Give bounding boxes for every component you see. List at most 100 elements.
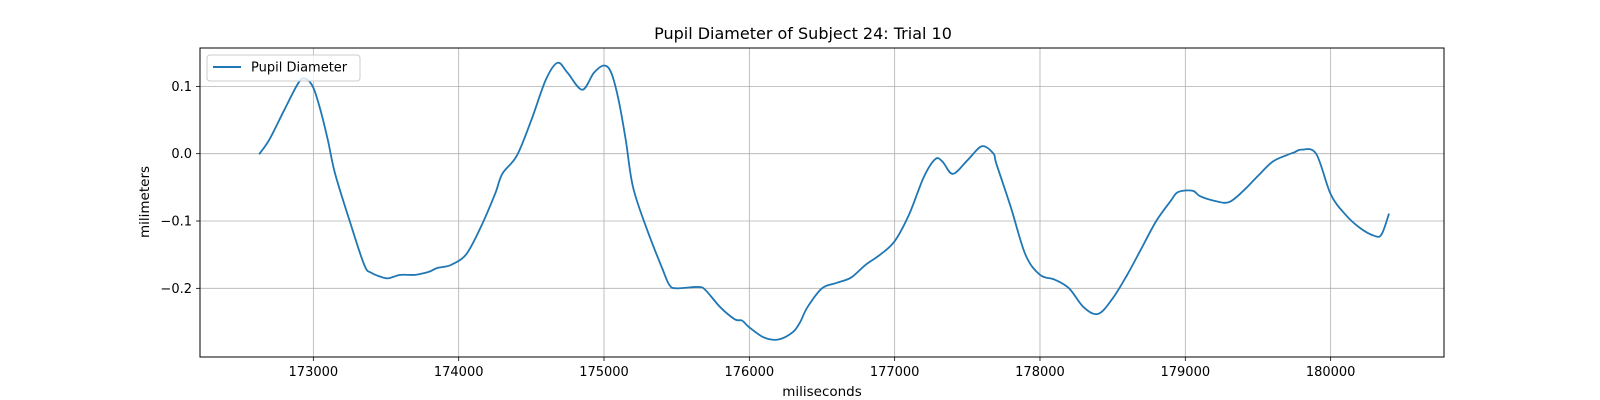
x-tick-label: 176000 [725, 365, 775, 380]
data-point [1053, 278, 1055, 280]
data-point [494, 193, 496, 195]
data-point [370, 272, 372, 274]
data-point [1170, 200, 1172, 202]
x-tick-label: 175000 [579, 365, 629, 380]
data-point [1155, 220, 1157, 222]
data-point [661, 267, 663, 269]
data-point [966, 159, 968, 161]
data-point [312, 87, 314, 89]
x-tick-label: 174000 [434, 365, 484, 380]
data-point [646, 230, 648, 232]
data-point [1293, 151, 1295, 153]
data-point [625, 139, 627, 141]
y-tick-label: 0.0 [171, 147, 192, 162]
data-point [821, 287, 823, 289]
data-point [1380, 233, 1382, 235]
data-point [697, 286, 699, 288]
data-point [556, 62, 558, 64]
data-point [719, 306, 721, 308]
data-point [319, 109, 321, 111]
data-point [1271, 161, 1273, 163]
data-point [348, 220, 350, 222]
data-point [1141, 247, 1143, 249]
data-point [741, 319, 743, 321]
data-point [1344, 213, 1346, 215]
legend: Pupil Diameter [206, 54, 361, 82]
data-point [879, 253, 881, 255]
data-point [1126, 274, 1128, 276]
data-point [1039, 274, 1041, 276]
x-axis-title: miliseconds [782, 384, 862, 400]
data-point [1315, 152, 1317, 154]
data-point [748, 326, 750, 328]
data-point [399, 274, 401, 276]
data-point [581, 89, 583, 91]
data-point [806, 306, 808, 308]
data-point [952, 173, 954, 175]
data-point [1082, 306, 1084, 308]
data-point [610, 72, 612, 74]
data-point [864, 264, 866, 266]
data-point [258, 152, 260, 154]
data-point [893, 240, 895, 242]
data-point [566, 72, 568, 74]
data-point [1111, 297, 1113, 299]
data-point [981, 145, 983, 147]
x-tick-label: 177000 [870, 365, 920, 380]
data-point [734, 318, 736, 320]
data-point [530, 119, 532, 121]
data-point [908, 213, 910, 215]
data-point [1329, 193, 1331, 195]
data-point [269, 138, 271, 140]
x-tick-label: 179000 [1160, 365, 1210, 380]
data-point [593, 72, 595, 74]
legend-label: Pupil Diameter [251, 61, 348, 76]
data-point [1286, 154, 1288, 156]
legend-box [206, 54, 361, 82]
data-point [465, 253, 467, 255]
series-line-pupil-diameter [258, 61, 1390, 341]
plot-area-border [199, 47, 1445, 358]
data-point [799, 321, 801, 323]
grid [200, 48, 1444, 357]
chart-title: Pupil Diameter of Subject 24: Trial 10 [654, 24, 952, 43]
data-point [450, 264, 452, 266]
data-point [436, 267, 438, 269]
data-point [1068, 287, 1070, 289]
y-tick-label: −0.2 [160, 282, 192, 297]
data-point [995, 163, 997, 165]
data-point [668, 284, 670, 286]
series-layer [258, 61, 1390, 341]
data-point [1024, 253, 1026, 255]
data-point [632, 186, 634, 188]
data-point [1388, 213, 1390, 215]
data-point [545, 78, 547, 80]
data-point [516, 155, 518, 157]
y-axis-title: milimeters [137, 166, 153, 238]
data-point [334, 173, 336, 175]
data-point [992, 152, 994, 154]
data-point [1257, 175, 1259, 177]
data-point [1359, 227, 1361, 229]
data-point [763, 336, 765, 338]
data-point [1228, 201, 1230, 203]
data-point [617, 99, 619, 101]
y-tick-label: 0.1 [171, 80, 192, 95]
data-point [1300, 148, 1302, 150]
data-point [850, 276, 852, 278]
data-point [1199, 195, 1201, 197]
data-point [1213, 200, 1215, 202]
x-tick-label: 180000 [1306, 365, 1356, 380]
data-point [479, 227, 481, 229]
data-point [1097, 313, 1099, 315]
data-point [934, 158, 936, 160]
x-tick-label: 178000 [1015, 365, 1065, 380]
data-point [392, 276, 394, 278]
data-point [1177, 191, 1179, 193]
data-point [1242, 190, 1244, 192]
data-point [603, 64, 605, 66]
series-points [258, 62, 1390, 341]
data-point [428, 270, 430, 272]
y-tick-label: −0.1 [160, 215, 192, 230]
